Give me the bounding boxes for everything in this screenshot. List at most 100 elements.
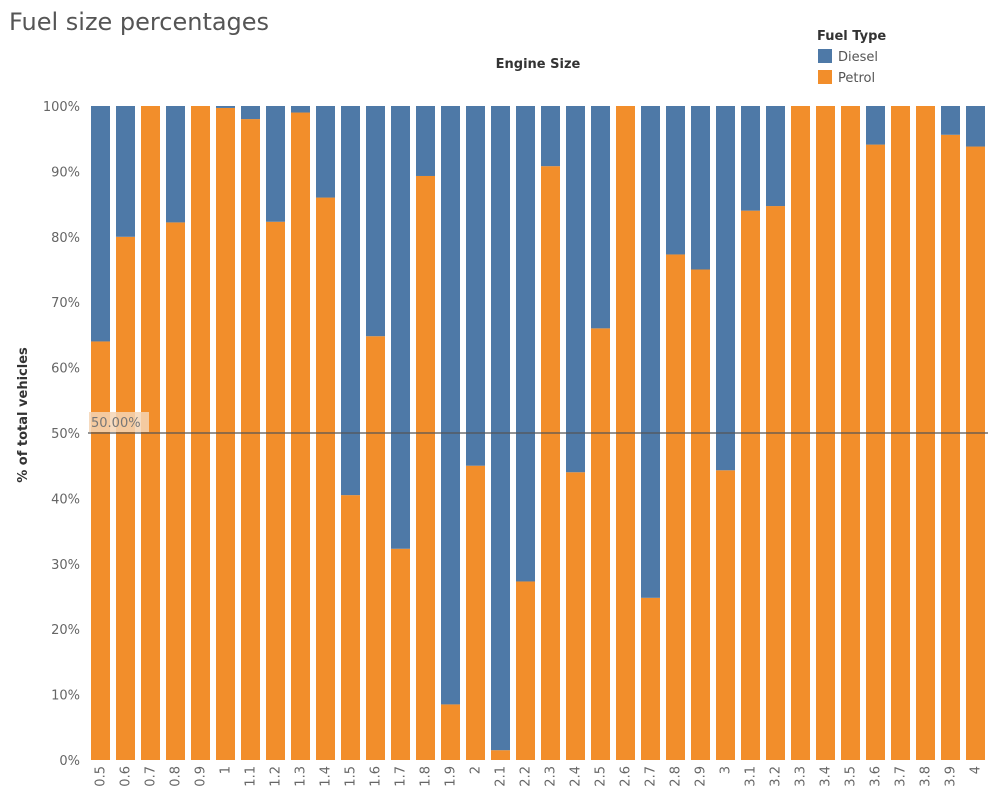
y-tick-label: 60% bbox=[51, 362, 80, 377]
bar-diesel bbox=[566, 106, 585, 473]
bar-diesel bbox=[666, 106, 685, 255]
bar-diesel bbox=[641, 106, 660, 598]
x-tick-label: 2.6 bbox=[619, 766, 634, 787]
x-tick-label: 0.9 bbox=[194, 766, 209, 787]
x-tick-label: 1.4 bbox=[319, 766, 334, 787]
legend: Fuel Type Diesel Petrol bbox=[817, 29, 886, 86]
y-tick-label: 70% bbox=[51, 296, 80, 311]
bar-petrol bbox=[291, 112, 310, 761]
bar-diesel bbox=[166, 106, 185, 223]
bars bbox=[91, 106, 985, 761]
legend-swatch-petrol bbox=[818, 70, 832, 84]
bar-diesel bbox=[266, 106, 285, 222]
x-tick-label: 1.5 bbox=[344, 766, 359, 787]
reference-line-group: 50.00% bbox=[88, 412, 988, 434]
y-tick-label: 100% bbox=[43, 100, 80, 115]
bar-petrol bbox=[116, 236, 135, 761]
x-tick-label: 3.6 bbox=[869, 766, 884, 787]
bar-diesel bbox=[341, 106, 360, 496]
legend-swatch-diesel bbox=[818, 49, 832, 63]
y-tick-label: 10% bbox=[51, 689, 80, 704]
bar-petrol bbox=[741, 210, 760, 760]
bar-diesel bbox=[516, 106, 535, 582]
legend-title: Fuel Type bbox=[817, 29, 886, 44]
bar-petrol bbox=[766, 206, 785, 760]
x-tick-label: 2 bbox=[469, 766, 484, 774]
bar-diesel bbox=[741, 106, 760, 211]
y-axis-ticks: 0% 10% 20% 30% 40% 50% 60% 70% 80% 90% 100% bbox=[43, 100, 80, 769]
bar-petrol bbox=[91, 341, 110, 760]
x-tick-label: 0.5 bbox=[94, 766, 109, 787]
bar-petrol bbox=[491, 750, 510, 760]
chart-title: Fuel size percentages bbox=[9, 8, 270, 36]
bar-diesel bbox=[866, 106, 885, 145]
bar-petrol bbox=[666, 254, 685, 760]
bar-diesel bbox=[766, 106, 785, 207]
x-tick-label: 2.3 bbox=[544, 766, 559, 787]
x-tick-label: 1.7 bbox=[394, 766, 409, 787]
bar-diesel bbox=[116, 106, 135, 237]
x-tick-label: 2.1 bbox=[494, 766, 509, 787]
y-tick-label: 0% bbox=[59, 754, 80, 769]
y-tick-label: 80% bbox=[51, 231, 80, 246]
column-header: Engine Size bbox=[496, 57, 581, 72]
x-tick-label: 1 bbox=[219, 766, 234, 774]
bar-petrol bbox=[391, 548, 410, 760]
bar-diesel bbox=[716, 106, 735, 471]
x-tick-label: 3.1 bbox=[744, 766, 759, 787]
x-tick-label: 0.6 bbox=[119, 766, 134, 787]
bar-petrol bbox=[691, 269, 710, 760]
bar-petrol bbox=[241, 119, 260, 760]
x-tick-label: 1.1 bbox=[244, 766, 259, 787]
bar-petrol bbox=[516, 581, 535, 760]
bar-diesel bbox=[466, 106, 485, 466]
x-tick-label: 2.8 bbox=[669, 766, 684, 787]
x-tick-label: 1.8 bbox=[419, 766, 434, 787]
bar-petrol bbox=[316, 197, 335, 760]
bar-petrol bbox=[166, 222, 185, 761]
x-tick-label: 3.3 bbox=[794, 766, 809, 787]
bar-diesel bbox=[591, 106, 610, 329]
x-tick-label: 3.8 bbox=[919, 766, 934, 787]
x-tick-label: 2.7 bbox=[644, 766, 659, 787]
bar-diesel bbox=[316, 106, 335, 198]
bar-diesel bbox=[541, 106, 560, 167]
x-tick-label: 3.5 bbox=[844, 766, 859, 787]
bar-petrol bbox=[216, 107, 235, 761]
x-tick-label: 0.8 bbox=[169, 766, 184, 787]
x-tick-label: 2.9 bbox=[694, 766, 709, 787]
bar-diesel bbox=[691, 106, 710, 270]
bar-diesel bbox=[391, 106, 410, 549]
x-tick-label: 3 bbox=[719, 766, 734, 774]
bar-diesel bbox=[491, 106, 510, 751]
y-tick-label: 90% bbox=[51, 165, 80, 180]
bar-diesel bbox=[91, 106, 110, 342]
x-tick-label: 3.2 bbox=[769, 766, 784, 787]
bar-petrol bbox=[591, 328, 610, 760]
bar-diesel bbox=[941, 106, 960, 135]
bar-petrol bbox=[941, 134, 960, 760]
x-tick-label: 2.4 bbox=[569, 766, 584, 787]
y-axis-label: % of total vehicles bbox=[16, 347, 31, 483]
bar-petrol bbox=[966, 146, 985, 761]
y-tick-label: 50% bbox=[51, 427, 80, 442]
reference-line-label-bg bbox=[89, 412, 149, 432]
x-tick-label: 1.2 bbox=[269, 766, 284, 787]
bar-petrol bbox=[716, 470, 735, 760]
bar-petrol bbox=[641, 597, 660, 760]
bar-petrol bbox=[366, 336, 385, 760]
x-tick-label: 2.2 bbox=[519, 766, 534, 787]
bar-petrol bbox=[416, 175, 435, 760]
bar-diesel bbox=[366, 106, 385, 337]
x-tick-label: 3.9 bbox=[944, 766, 959, 787]
bar-petrol bbox=[466, 465, 485, 760]
x-tick-label: 4 bbox=[969, 766, 984, 774]
legend-label-petrol: Petrol bbox=[838, 71, 875, 86]
bar-diesel bbox=[441, 106, 460, 705]
y-tick-label: 30% bbox=[51, 558, 80, 573]
bar-petrol bbox=[341, 495, 360, 760]
bar-diesel bbox=[966, 106, 985, 147]
reference-line-label: 50.00% bbox=[91, 416, 141, 431]
bar-diesel bbox=[241, 106, 260, 120]
